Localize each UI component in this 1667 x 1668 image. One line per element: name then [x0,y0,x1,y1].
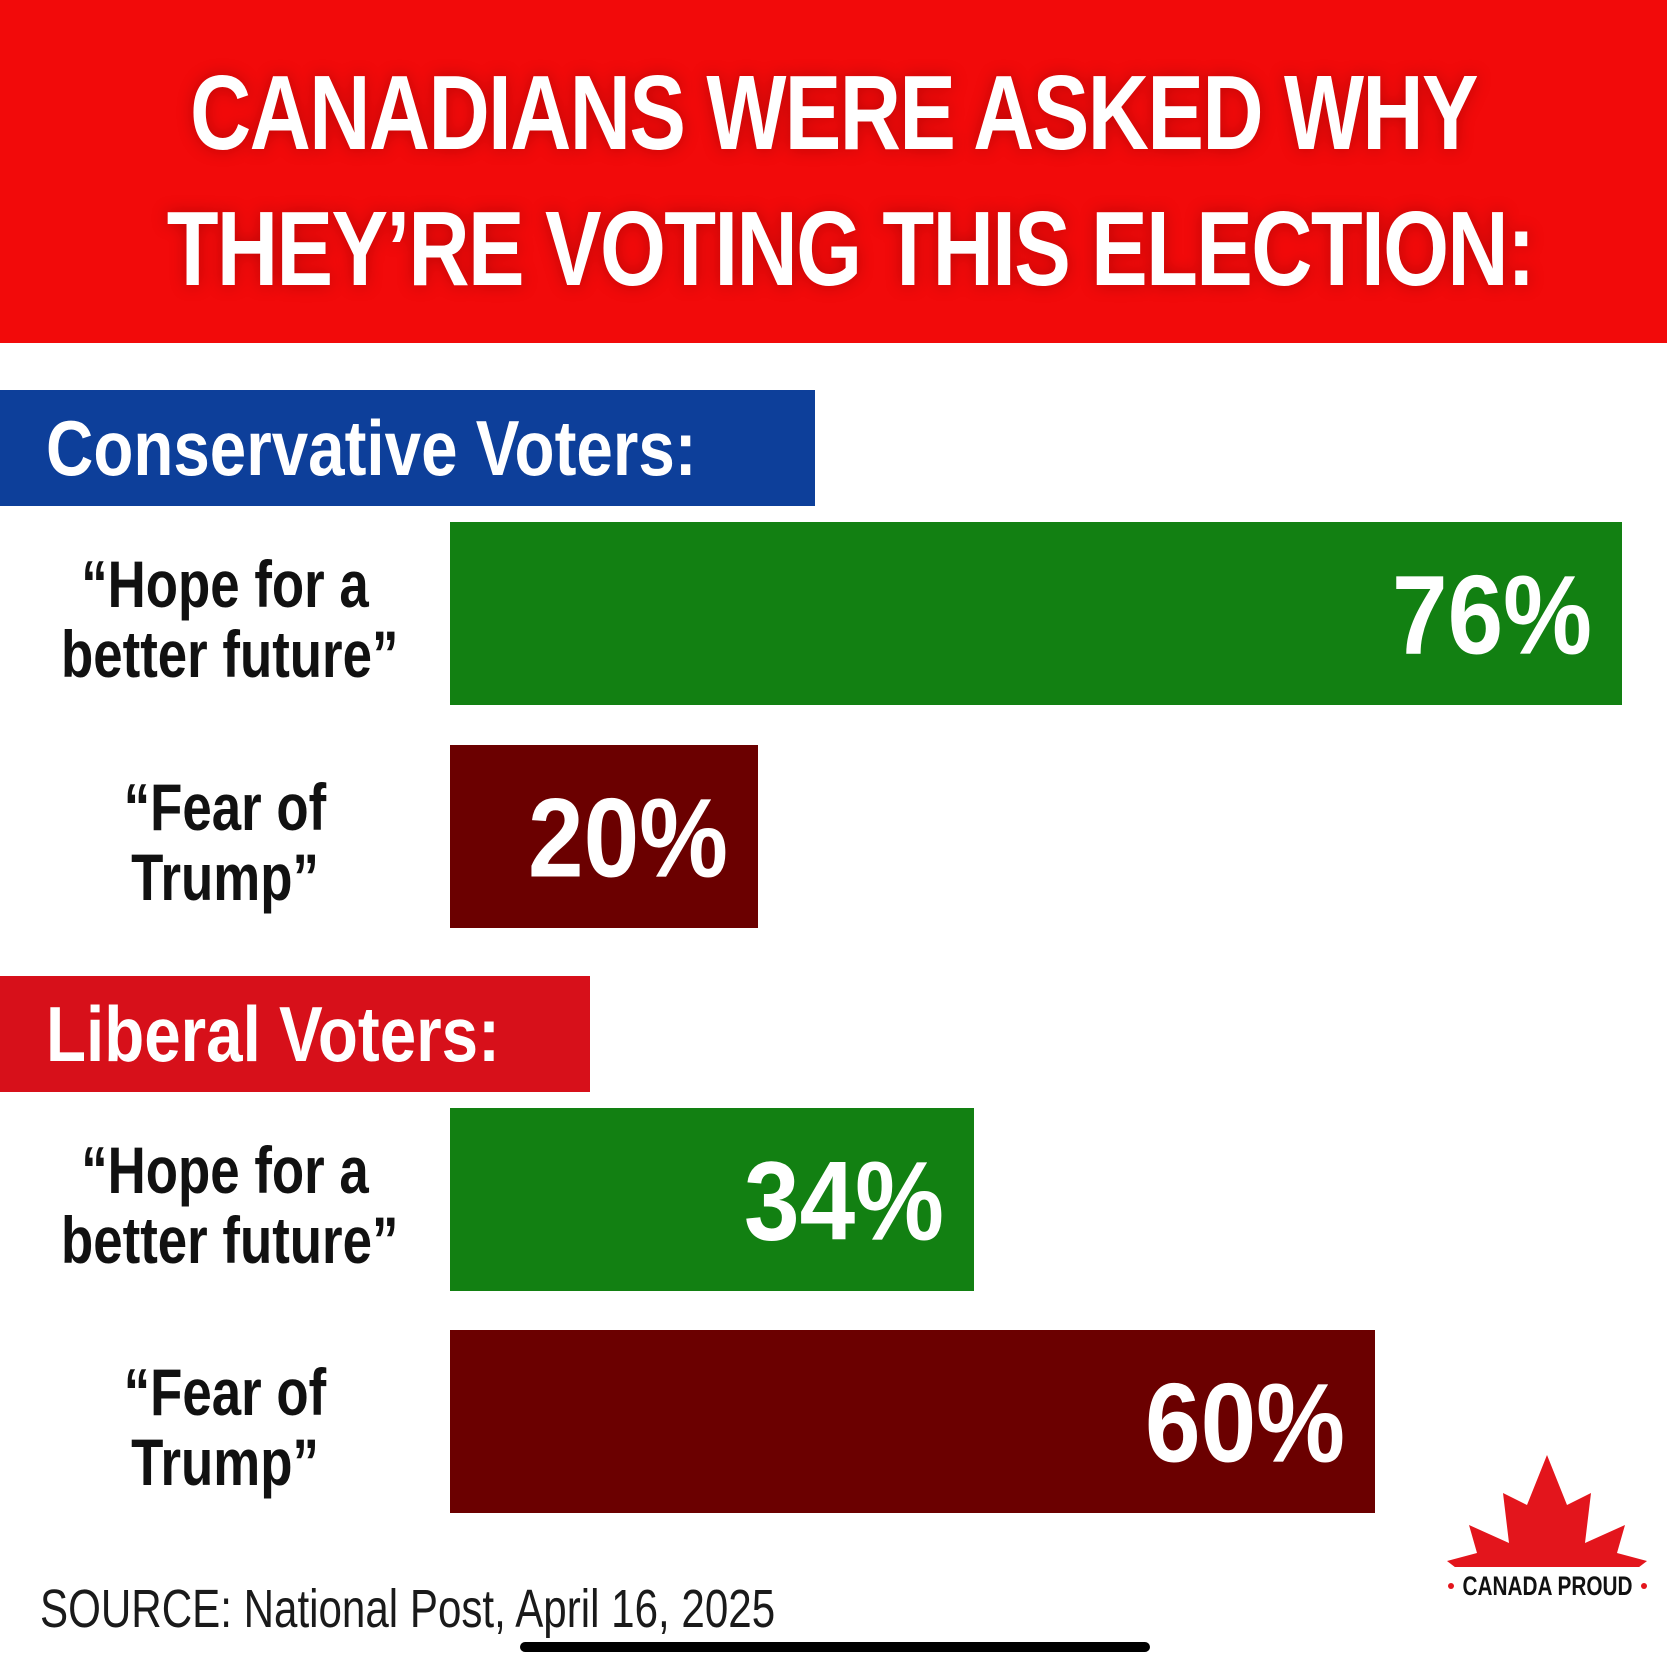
logo-text: CANADA PROUD [1463,1571,1633,1601]
conservative-voters-header: Conservative Voters: [0,390,815,506]
bar-liberal-hope [450,1108,974,1291]
title-line-2: THEY’RE VOTING THIS ELECTION: [166,190,1536,308]
data-label-conservative-hope: 76% [1392,553,1592,678]
maple-leaf-icon [1447,1455,1647,1587]
conservative-hope-label: “Hope for a better future” [61,547,399,691]
title-banner: CANADIANS WERE ASKED WHY THEY’RE VOTING … [0,0,1667,343]
data-label-liberal-fear: 60% [1145,1361,1345,1486]
liberal-fear-label: “Fear of Trump” [123,1355,327,1499]
bar-conservative-fear [450,745,758,928]
conservative-fear-label: “Fear of Trump” [123,770,327,914]
bar-liberal-fear [450,1330,1375,1513]
source-note: SOURCE: National Post, April 16, 2025 [40,1579,776,1639]
title-line-1: CANADIANS WERE ASKED WHY [189,54,1479,172]
liberal-voters-header: Liberal Voters: [0,976,590,1092]
bar-conservative-hope [450,522,1622,705]
conservative-voters-label: Conservative Voters: [46,404,697,492]
liberal-voters-label: Liberal Voters: [46,990,500,1078]
home-indicator [520,1642,1150,1652]
data-label-conservative-fear: 20% [528,776,728,901]
data-label-liberal-hope: 34% [744,1139,944,1264]
canada-proud-logo: CANADA PROUD [1443,1455,1652,1605]
liberal-hope-label: “Hope for a better future” [61,1133,399,1277]
